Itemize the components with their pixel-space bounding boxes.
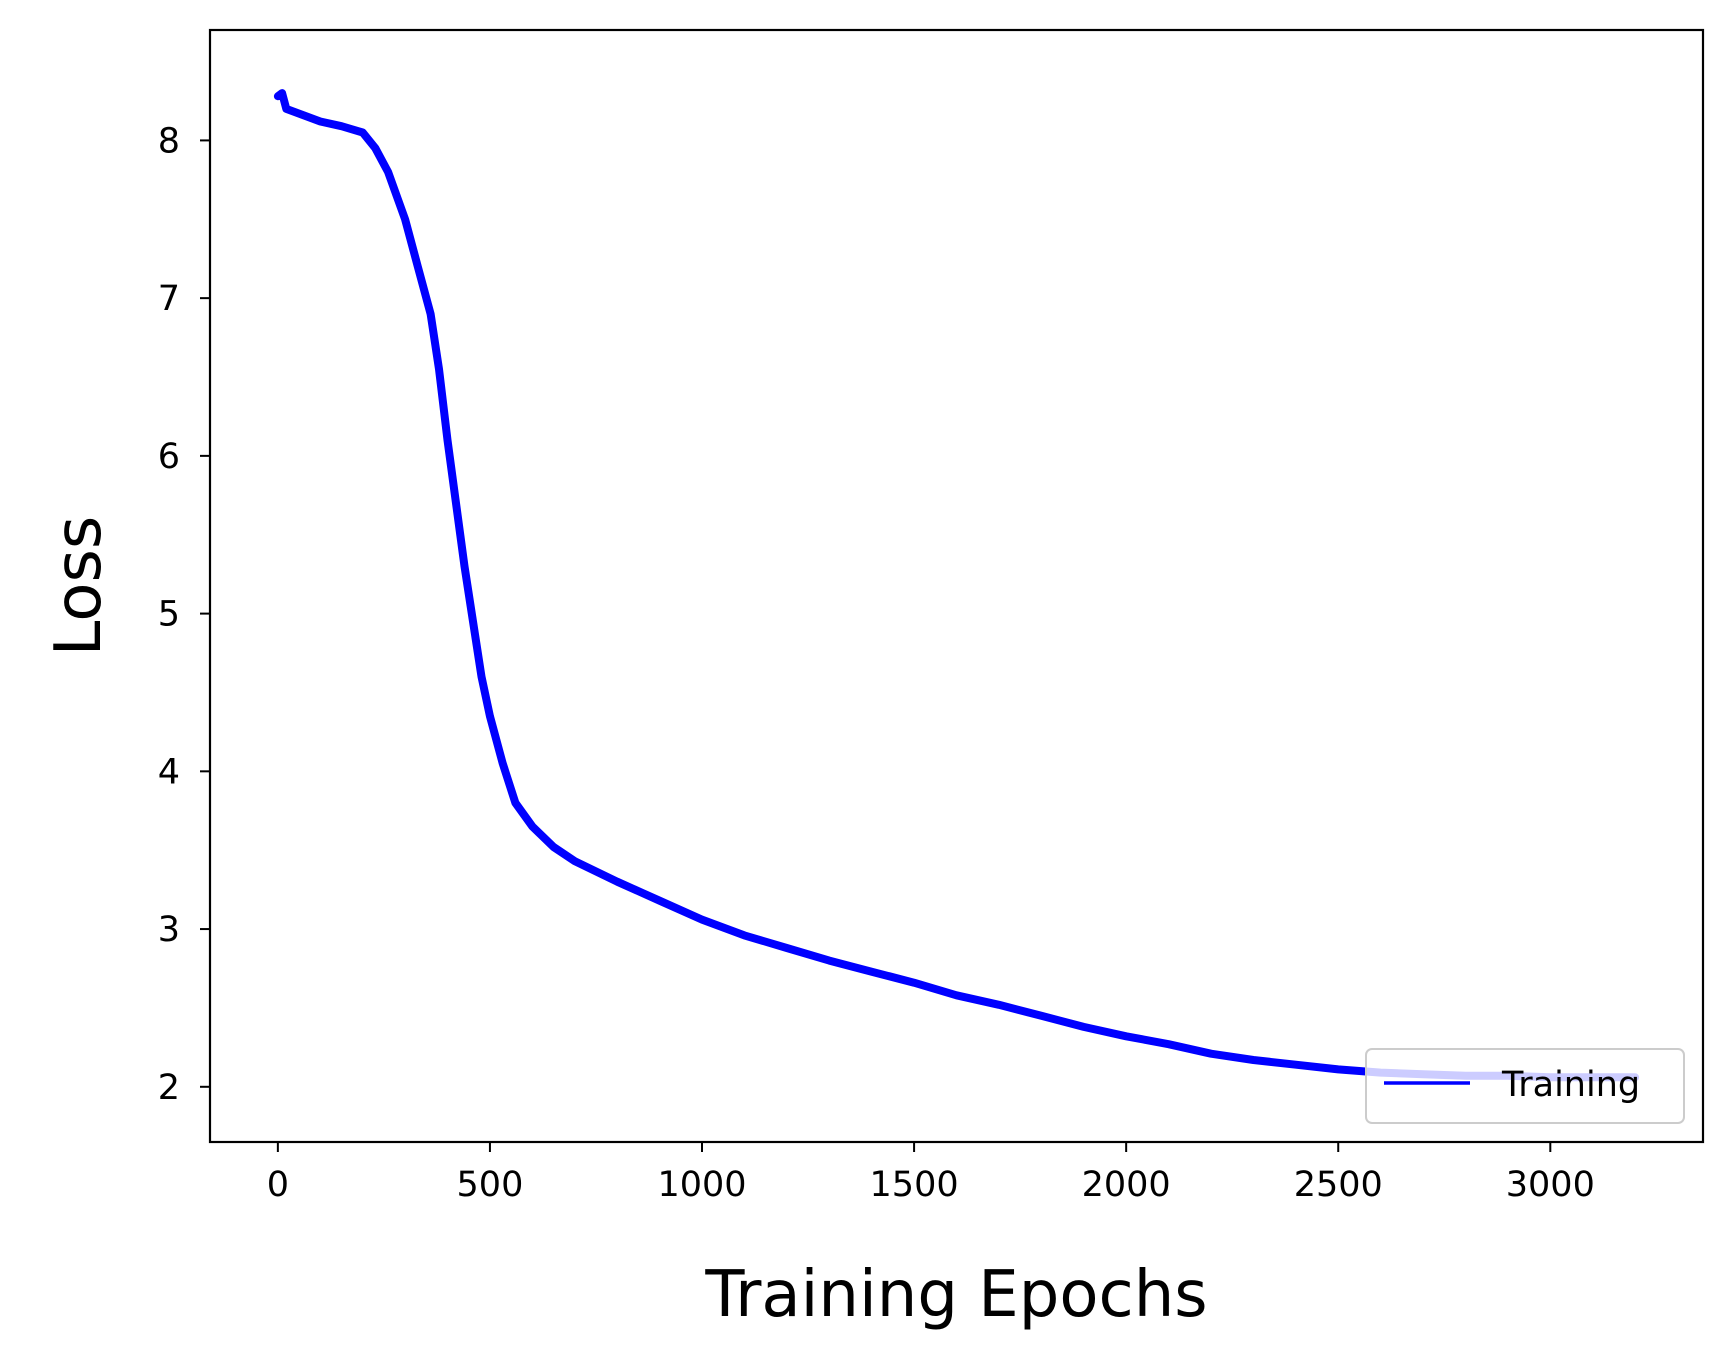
legend-box [1365,1048,1685,1124]
x-tick-label: 0 [267,1165,289,1205]
series-layer [273,89,1640,1082]
x-tick-label: 3000 [1506,1165,1595,1205]
legend-label-training: Training [1501,1065,1640,1105]
y-tick-label: 7 [158,279,180,319]
training-loss-line [273,89,1640,1082]
y-axis: 2 3 4 5 6 7 8 [158,121,210,1108]
y-axis-label: Loss [42,516,116,656]
y-tick-label: 8 [158,121,180,161]
x-tick-label: 2000 [1082,1165,1171,1205]
plot-frame [208,28,1705,1144]
x-axis: 0 500 1000 1500 2000 2500 3000 [267,1142,1595,1205]
y-tick-label: 2 [158,1068,180,1108]
y-tick-label: 6 [158,437,180,477]
y-tick-label: 3 [158,910,180,950]
x-tick-label: 1500 [870,1165,959,1205]
y-tick-label: 5 [158,595,180,635]
x-tick-label: 1000 [657,1165,746,1205]
x-tick-label: 2500 [1294,1165,1383,1205]
x-tick-label: 500 [457,1165,524,1205]
legend: Training [1365,1048,1685,1124]
x-axis-label: Training Epochs [704,1258,1207,1332]
y-tick-label: 4 [158,752,180,792]
